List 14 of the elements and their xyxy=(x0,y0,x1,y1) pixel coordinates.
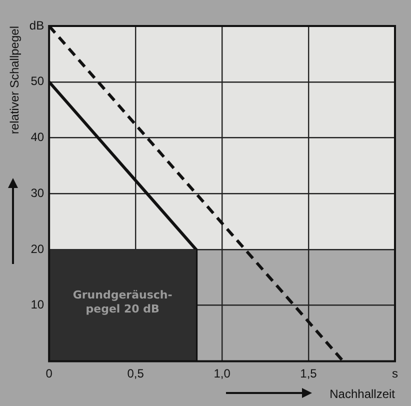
y-tick-label: 30 xyxy=(30,186,44,200)
x-axis-title: Nachhallzeit xyxy=(330,387,396,402)
x-tick-label: 1,5 xyxy=(300,366,318,381)
x-tick-label: 0,5 xyxy=(127,366,144,381)
x-tick-label: 0 xyxy=(46,366,53,381)
y-tick-label: dB xyxy=(29,18,44,32)
y-tick-label: 10 xyxy=(30,298,44,312)
x-tick-label: 1,0 xyxy=(214,366,231,381)
y-tick-label: 20 xyxy=(30,242,44,256)
annotation: Grundgeräusch-pegel 20 dB xyxy=(72,288,172,316)
x-tick-label: s xyxy=(392,366,398,381)
y-tick-label: 50 xyxy=(30,74,44,88)
y-tick-label: 40 xyxy=(30,130,44,144)
y-axis-title: relativer Schallpegel xyxy=(8,26,22,134)
